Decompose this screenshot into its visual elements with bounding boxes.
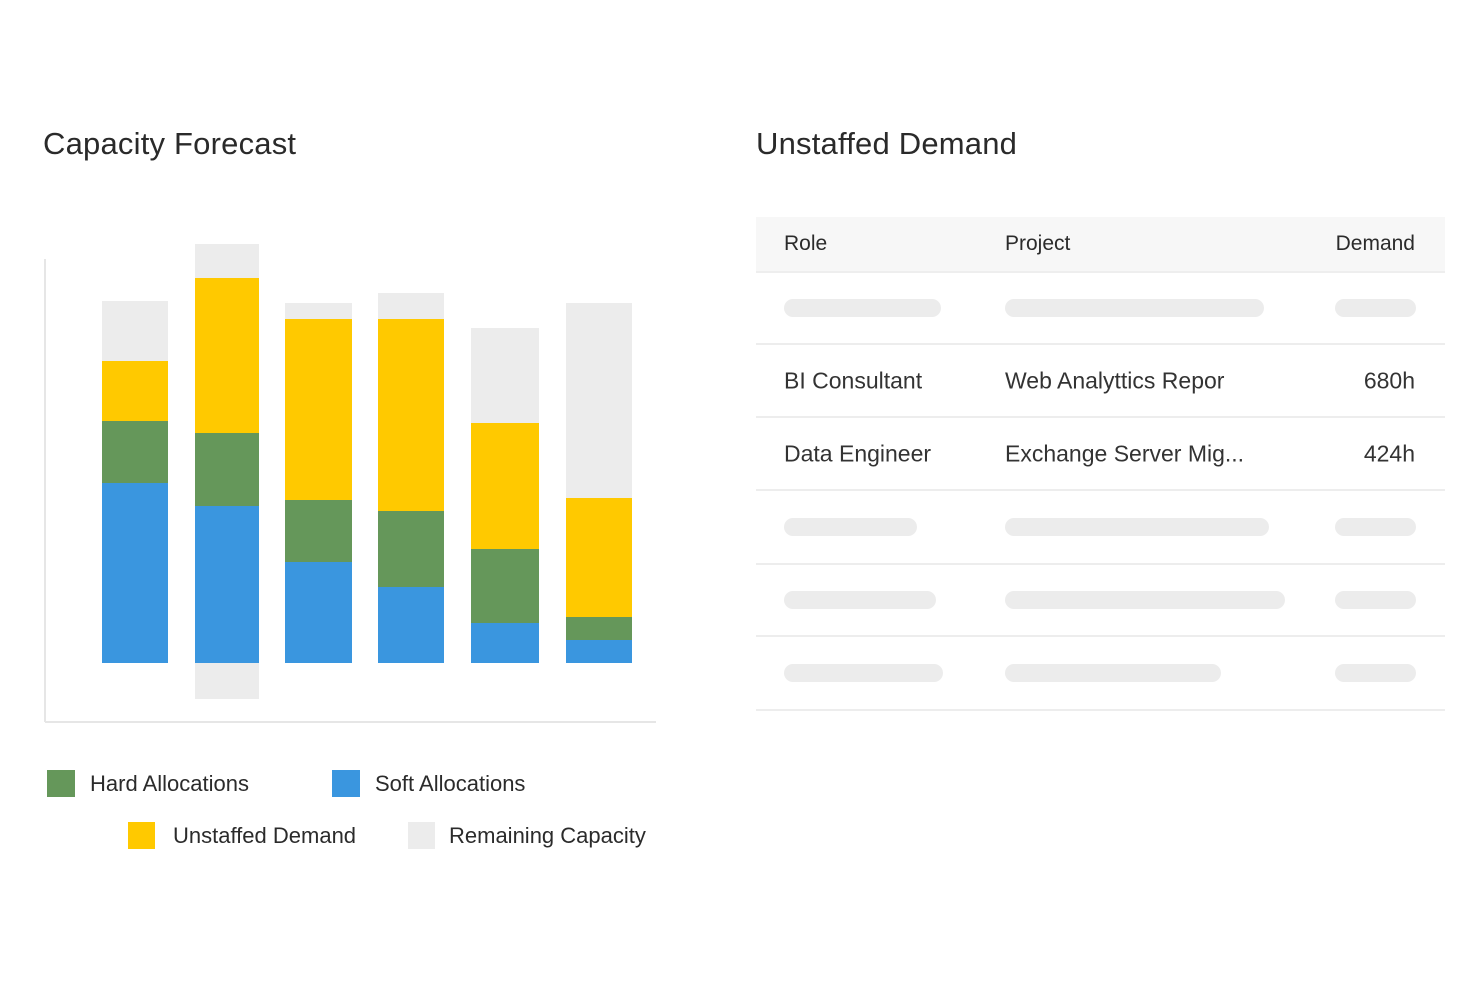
legend-label: Remaining Capacity	[449, 822, 646, 848]
bar-segment-unstaffed-demand	[195, 278, 259, 433]
cell-demand: 424h	[1363, 440, 1415, 466]
cell-demand: 680h	[1363, 367, 1415, 393]
unstaffed-demand-table: Role Project Demand BI Consultant Web An…	[756, 217, 1445, 711]
legend-item-unstaffed-demand: Unstaffed Demand	[128, 822, 356, 849]
cell-project: Exchange Server Mig...	[1005, 440, 1245, 466]
bar-group	[102, 244, 632, 699]
cell-project: Web Analyttics Repor	[1005, 367, 1225, 393]
bar-segment-hard-allocations	[378, 511, 444, 587]
loading-placeholder	[1335, 664, 1416, 682]
bar-segment-soft-allocations	[378, 587, 444, 663]
table-row[interactable]: BI Consultant Web Analyttics Repor 680h	[756, 345, 1445, 418]
legend-swatch	[332, 770, 360, 797]
bar-segment-soft-allocations	[195, 506, 259, 663]
bar-segment-hard-allocations	[471, 549, 539, 623]
bar-segment-soft-allocations	[566, 640, 632, 663]
bar-segment-remaining-capacity	[285, 303, 352, 319]
column-header-role[interactable]: Role	[784, 232, 828, 255]
legend-swatch	[128, 822, 155, 849]
table-row[interactable]: Data Engineer Exchange Server Mig... 424…	[756, 418, 1445, 491]
loading-placeholder	[1005, 664, 1221, 682]
legend-label: Hard Allocations	[90, 770, 249, 796]
bar-segment-remaining-capacity	[102, 301, 168, 361]
bar-segment-unstaffed-demand	[102, 361, 168, 421]
loading-placeholder	[1005, 299, 1264, 317]
loading-placeholder	[1335, 518, 1416, 536]
bar-segment-hard-allocations	[195, 433, 259, 506]
loading-placeholder	[1335, 591, 1416, 609]
legend-label: Unstaffed Demand	[173, 822, 357, 848]
loading-placeholder	[784, 664, 943, 682]
bar-segment-remaining-capacity	[195, 244, 259, 278]
cell-role: Data Engineer	[784, 440, 932, 466]
loading-placeholder	[1005, 518, 1269, 536]
bar-segment-hard-allocations	[566, 617, 632, 640]
bar-segment-remaining-capacity	[566, 303, 632, 498]
bar-segment-unstaffed-demand	[285, 319, 352, 500]
legend-swatch	[408, 822, 435, 849]
legend-swatch	[47, 770, 75, 797]
table-header: Role Project Demand	[756, 217, 1445, 273]
bar-segment-soft-allocations	[285, 562, 352, 663]
capacity-forecast-chart	[44, 244, 656, 723]
bar-segment-soft-allocations	[102, 483, 168, 663]
bar-segment-remaining-capacity-below	[195, 663, 259, 699]
table-row-placeholder	[756, 273, 1445, 345]
column-header-demand[interactable]: Demand	[1335, 232, 1415, 255]
chart-title: Capacity Forecast	[43, 126, 297, 161]
bar-segment-unstaffed-demand	[471, 423, 539, 549]
loading-placeholder	[1335, 299, 1416, 317]
legend-label: Soft Allocations	[375, 770, 526, 796]
legend-item-hard-allocations: Hard Allocations	[47, 770, 249, 797]
table-title: Unstaffed Demand	[756, 126, 1018, 161]
legend-item-remaining-capacity: Remaining Capacity	[408, 822, 646, 849]
bar-segment-unstaffed-demand	[378, 319, 444, 511]
table-row-placeholder	[756, 491, 1445, 565]
cell-role: BI Consultant	[784, 367, 923, 393]
loading-placeholder	[1005, 591, 1285, 609]
legend-item-soft-allocations: Soft Allocations	[332, 770, 525, 797]
bar-segment-remaining-capacity	[378, 293, 444, 319]
table-row-placeholder	[756, 637, 1445, 711]
bar-segment-hard-allocations	[285, 500, 352, 562]
bar-segment-hard-allocations	[102, 421, 168, 483]
bar-segment-unstaffed-demand	[566, 498, 632, 617]
table-row-placeholder	[756, 565, 1445, 637]
loading-placeholder	[784, 518, 917, 536]
loading-placeholder	[784, 299, 941, 317]
bar-segment-soft-allocations	[471, 623, 539, 663]
loading-placeholder	[784, 591, 936, 609]
column-header-project[interactable]: Project	[1005, 232, 1071, 255]
bar-segment-remaining-capacity	[471, 328, 539, 423]
